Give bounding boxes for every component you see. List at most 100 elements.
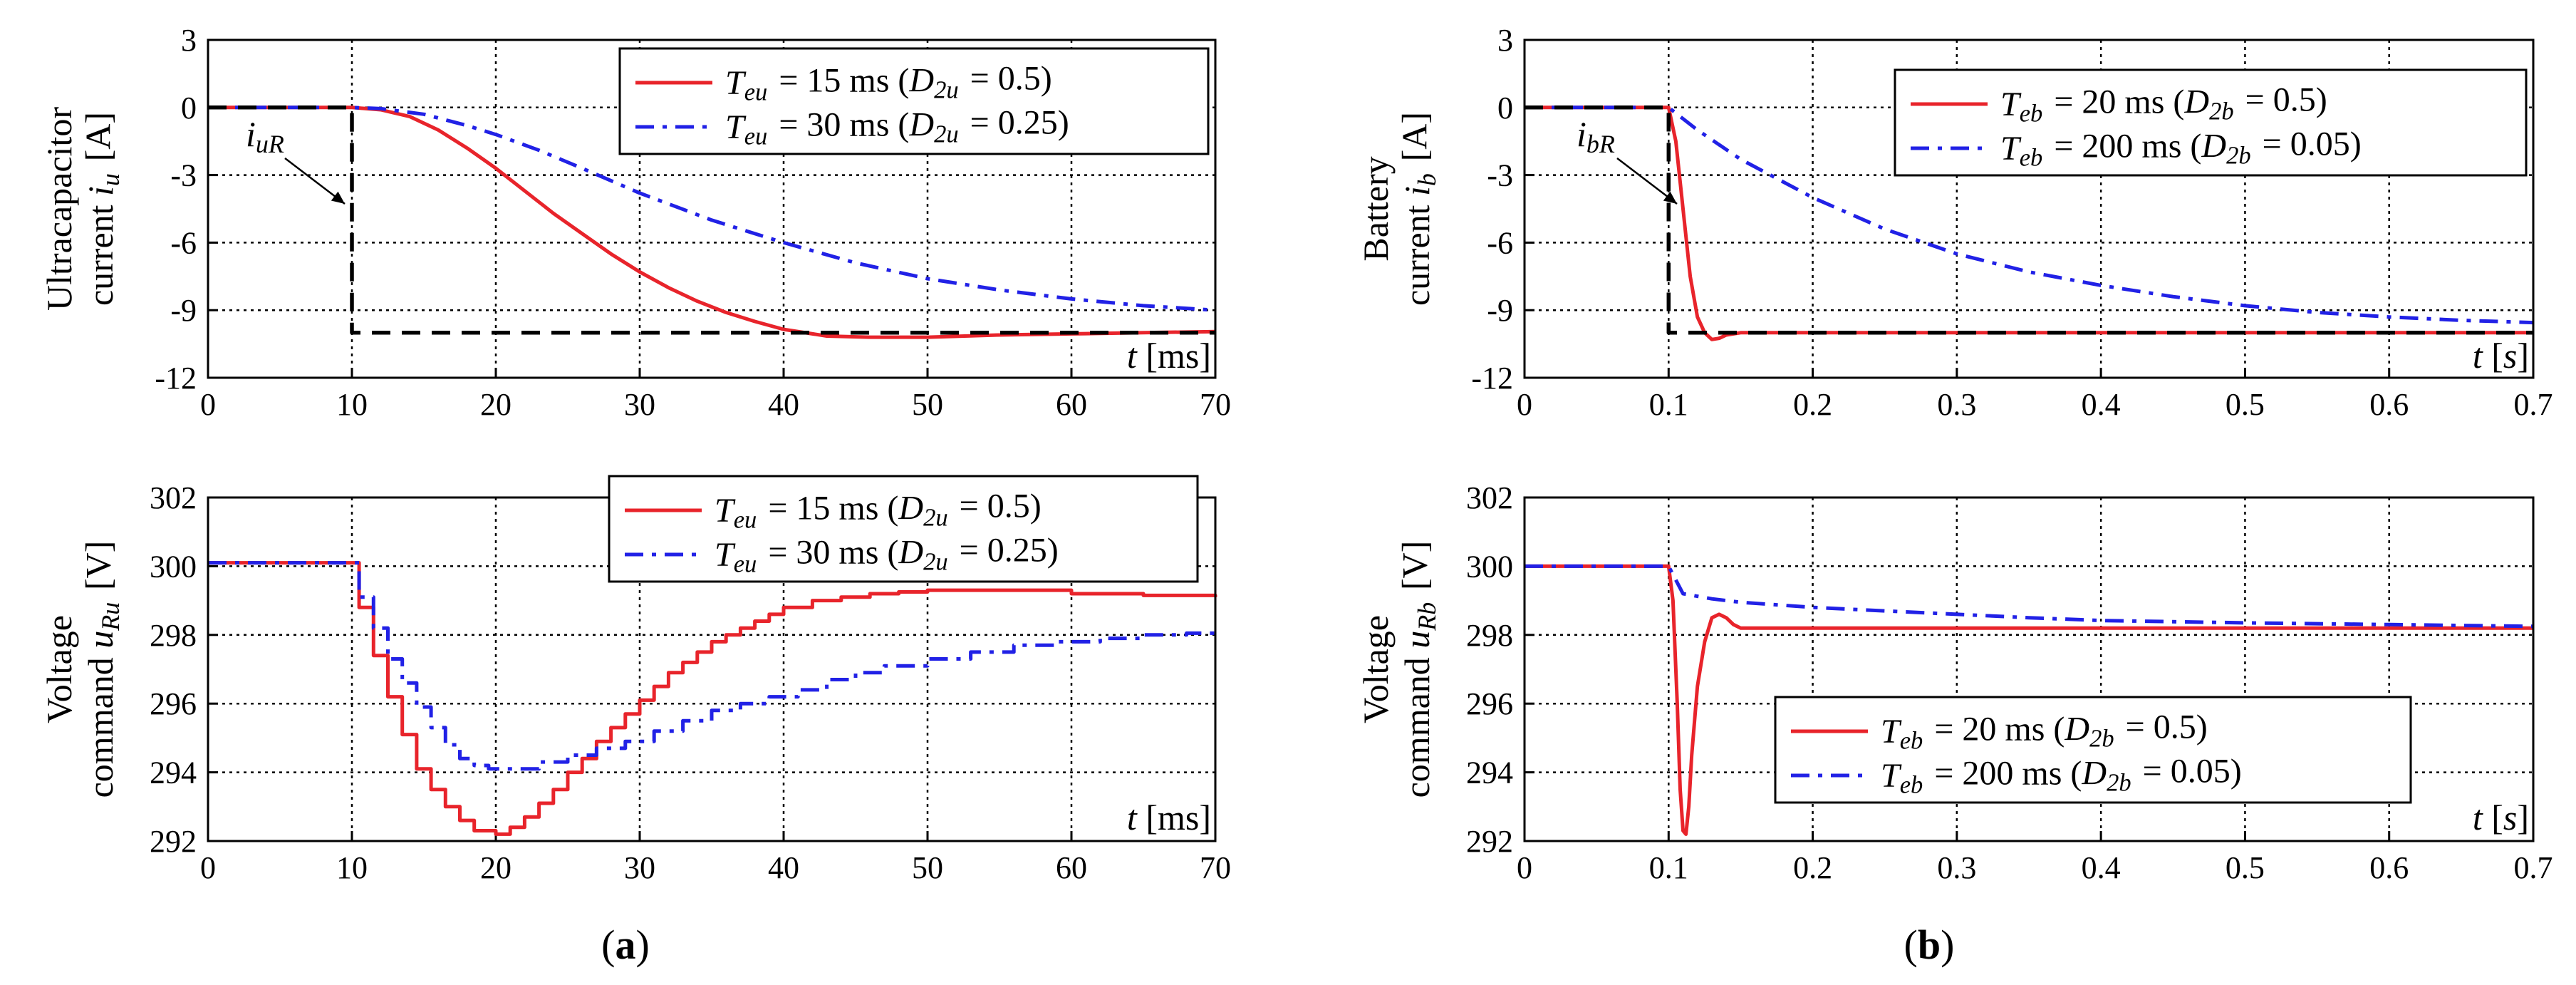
x-tick-label: 0 — [200, 387, 216, 422]
x-tick-label: 0.5 — [2226, 850, 2265, 885]
y-axis-label: command uRu [V] — [78, 541, 125, 798]
x-tick-label: 10 — [336, 387, 368, 422]
legend: Teb = 20 ms (D2b = 0.5)Teb = 200 ms (D2b… — [1894, 68, 2528, 177]
x-tick-label: 30 — [624, 850, 655, 885]
series-line-blue — [1525, 105, 2534, 325]
series-line-blue — [208, 105, 1216, 312]
y-tick-label: -6 — [170, 225, 197, 260]
panel-caption: (b) — [1904, 922, 1955, 968]
legend: Teu = 15 ms (D2u = 0.5)Teu = 30 ms (D2u … — [608, 475, 1199, 583]
y-tick-label: 3 — [181, 23, 197, 58]
series-line-red — [208, 105, 1216, 339]
x-tick-label: 50 — [912, 387, 943, 422]
reference-annotation: ibR — [1577, 112, 1618, 159]
x-axis-label: t [ms] — [1127, 336, 1211, 376]
y-tick-label: 3 — [1497, 23, 1513, 58]
panel-caption: (a) — [601, 922, 650, 968]
y-tick-label: 0 — [181, 91, 197, 125]
x-tick-label: 10 — [336, 850, 368, 885]
x-tick-label: 0.1 — [1649, 850, 1688, 885]
x-tick-label: 30 — [624, 387, 655, 422]
x-tick-label: 70 — [1200, 387, 1231, 422]
x-tick-label: 50 — [912, 850, 943, 885]
x-tick-label: 0.4 — [2082, 850, 2121, 885]
x-tick-label: 40 — [768, 387, 799, 422]
y-axis-label: Battery — [1356, 156, 1396, 261]
y-tick-label: -3 — [1487, 158, 1513, 193]
y-tick-label: 292 — [1466, 824, 1513, 859]
y-tick-label: 302 — [1466, 480, 1513, 515]
plot-frame — [1523, 496, 2535, 842]
series-line-red — [208, 561, 1217, 836]
y-axis-label: current iu [A] — [78, 112, 125, 306]
x-tick-label: 0 — [1517, 387, 1532, 422]
series-line-reference — [208, 105, 1215, 335]
plot-frame — [207, 38, 1217, 379]
legend-label: Teb = 20 ms (D2b = 0.5) — [1881, 708, 2208, 754]
annotation-arrowhead — [331, 191, 345, 204]
x-tick-label: 60 — [1056, 387, 1087, 422]
x-axis-label: t [s] — [2473, 336, 2529, 376]
y-axis-label: Ultracapacitor — [39, 107, 79, 311]
y-tick-label: 298 — [150, 618, 197, 653]
series-line-red — [1525, 564, 2533, 836]
x-tick-label: 0 — [200, 850, 216, 885]
y-axis-label: Voltage — [39, 615, 79, 723]
x-tick-label: 0.7 — [2514, 850, 2553, 885]
annotation-arrowhead — [1663, 191, 1677, 204]
x-tick-label: 0.7 — [2514, 387, 2553, 422]
legend-label: Teb = 200 ms (D2b = 0.05) — [1881, 752, 2242, 798]
x-tick-label: 0.2 — [1793, 387, 1832, 422]
x-tick-label: 70 — [1200, 850, 1231, 885]
x-tick-label: 40 — [768, 850, 799, 885]
x-tick-label: 0.2 — [1793, 850, 1832, 885]
x-tick-label: 0.5 — [2226, 387, 2265, 422]
legend: Teb = 20 ms (D2b = 0.5)Teb = 200 ms (D2b… — [1774, 696, 2412, 804]
y-tick-label: -12 — [1471, 361, 1513, 396]
legend-label: Teu = 30 ms (D2u = 0.25) — [725, 103, 1069, 150]
y-tick-label: 296 — [150, 686, 197, 721]
legend-label: Teu = 15 ms (D2u = 0.5) — [715, 487, 1042, 533]
x-axis-label: t [s] — [2473, 798, 2529, 837]
legend: Teu = 15 ms (D2u = 0.5)Teu = 30 ms (D2u … — [618, 47, 1210, 155]
y-tick-label: -6 — [1487, 225, 1513, 260]
legend-label: Teb = 20 ms (D2b = 0.5) — [2000, 81, 2327, 127]
y-axis-label: current ib [A] — [1395, 112, 1442, 306]
x-tick-label: 0.1 — [1649, 387, 1688, 422]
series-line-blue — [1525, 564, 2534, 629]
y-tick-label: -9 — [170, 293, 197, 328]
y-axis-label: Voltage — [1356, 615, 1396, 723]
y-tick-label: 300 — [1466, 549, 1513, 584]
series-line-reference — [1525, 105, 2533, 335]
y-tick-label: 292 — [150, 824, 197, 859]
y-tick-label: 298 — [1466, 618, 1513, 653]
x-tick-label: 20 — [480, 387, 511, 422]
x-tick-label: 60 — [1056, 850, 1087, 885]
legend-label: Teb = 200 ms (D2b = 0.05) — [2000, 125, 2362, 171]
x-tick-label: 0.6 — [2369, 850, 2409, 885]
x-tick-label: 0.6 — [2369, 387, 2409, 422]
x-axis-label: t [ms] — [1127, 798, 1211, 837]
y-tick-label: 0 — [1497, 91, 1513, 125]
chart-b-voltage: 0 0.1 0.2 0.3 0.4 0.5 0.6 0.7 302 300 298 296 294 292… — [1356, 480, 2553, 968]
x-tick-label: 0.4 — [2082, 387, 2121, 422]
chart-a-voltage: 0 10 20 30 40 50 60 70 302 300 298 296 294 292 t [ms] V… — [39, 475, 1231, 885]
x-tick-label: 20 — [480, 850, 511, 885]
y-axis-label: command uRb [V] — [1395, 541, 1442, 798]
legend-label: Teu = 30 ms (D2u = 0.25) — [715, 531, 1059, 577]
y-tick-label: -12 — [155, 361, 197, 396]
y-tick-label: 294 — [150, 755, 197, 790]
chart-b-current: 0 0.1 0.2 0.3 0.4 0.5 0.6 0.7 3 0 -3 -6 -9 -12 t [s] Ba… — [1356, 23, 2553, 422]
y-tick-label: 296 — [1466, 686, 1513, 721]
x-tick-label: 0.3 — [1937, 850, 1976, 885]
plot-frame — [1523, 38, 2535, 379]
y-tick-label: 302 — [150, 480, 197, 515]
reference-annotation: iuR — [246, 112, 287, 159]
y-tick-label: 300 — [150, 549, 197, 584]
x-tick-label: 0.3 — [1937, 387, 1976, 422]
legend-label: Teu = 15 ms (D2u = 0.5) — [725, 59, 1052, 105]
x-tick-label: 0 — [1517, 850, 1532, 885]
y-tick-label: -9 — [1487, 293, 1513, 328]
